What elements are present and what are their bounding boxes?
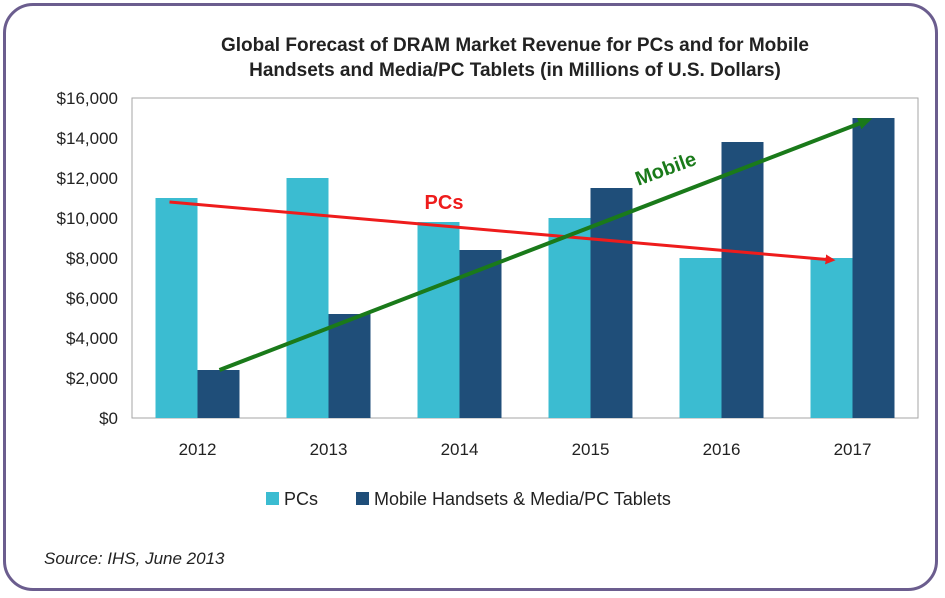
y-tick-label: $2,000 xyxy=(66,369,118,388)
x-tick-label: 2016 xyxy=(703,440,741,459)
y-tick-label: $0 xyxy=(99,409,118,428)
y-tick-label: $16,000 xyxy=(57,89,118,108)
x-tick-label: 2014 xyxy=(441,440,479,459)
x-tick-label: 2015 xyxy=(572,440,610,459)
y-tick-label: $8,000 xyxy=(66,249,118,268)
legend-label-pcs: PCs xyxy=(284,489,318,509)
bar-mobile xyxy=(459,250,502,418)
bar-pcs xyxy=(155,198,198,418)
bar-pcs xyxy=(679,258,722,418)
bar-mobile xyxy=(852,118,895,418)
legend-label-mobile: Mobile Handsets & Media/PC Tablets xyxy=(374,489,671,509)
y-tick-label: $10,000 xyxy=(57,209,118,228)
bar-pcs xyxy=(417,222,460,418)
y-tick-label: $14,000 xyxy=(57,129,118,148)
x-tick-label: 2013 xyxy=(310,440,348,459)
legend-swatch-pcs xyxy=(266,492,279,505)
y-axis: $0 $2,000 $4,000 $6,000 $8,000 $10,000 $12,000… xyxy=(57,89,118,428)
bar-mobile xyxy=(328,314,371,418)
legend-swatch-mobile xyxy=(356,492,369,505)
bar-mobile xyxy=(721,142,764,418)
bar-pcs xyxy=(810,258,853,418)
pcs-trend-arrow xyxy=(169,200,836,265)
y-tick-label: $4,000 xyxy=(66,329,118,348)
x-tick-label: 2012 xyxy=(179,440,217,459)
bars xyxy=(155,118,895,418)
chart-title-line-1: Global Forecast of DRAM Market Revenue f… xyxy=(221,35,809,56)
source-note: Source: IHS, June 2013 xyxy=(44,549,225,568)
mobile-trend-arrow xyxy=(218,117,873,372)
bar-mobile xyxy=(197,370,240,418)
y-tick-label: $12,000 xyxy=(57,169,118,188)
legend: PCs Mobile Handsets & Media/PC Tablets xyxy=(266,489,671,509)
y-tick-label: $6,000 xyxy=(66,289,118,308)
bar-pcs xyxy=(548,218,591,418)
bar-mobile xyxy=(590,188,633,418)
bar-pcs xyxy=(286,178,329,418)
x-tick-label: 2017 xyxy=(834,440,872,459)
pcs-trend-label: PCs xyxy=(425,192,464,214)
chart-title-line-2: Handsets and Media/PC Tablets (in Millio… xyxy=(249,60,781,81)
x-axis: 2012 2013 2014 2015 2016 2017 xyxy=(179,440,872,459)
